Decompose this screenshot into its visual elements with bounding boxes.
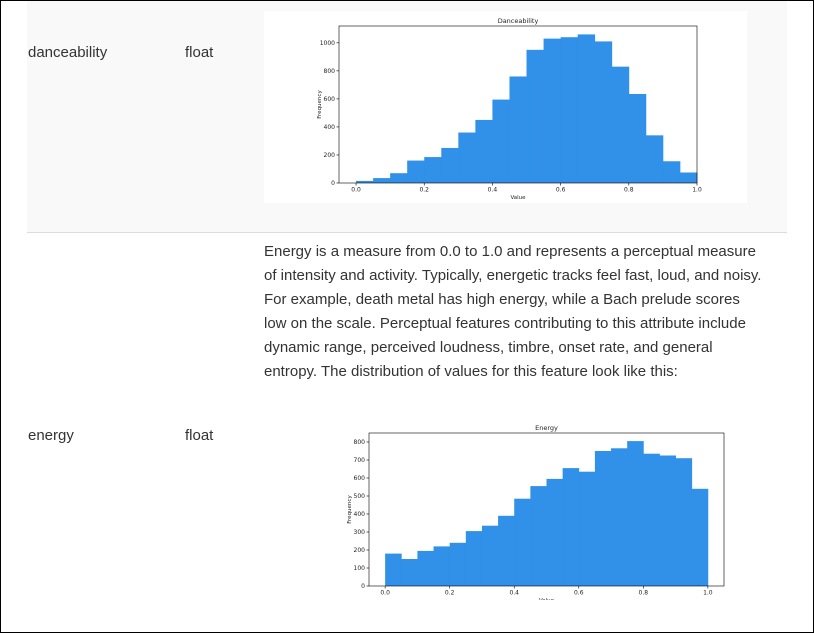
histogram-bar xyxy=(691,488,709,586)
histogram-bar xyxy=(627,441,644,586)
right-margin xyxy=(787,1,813,632)
danceability-histogram: 0.0 0.2 0.4 0.6 0.8 1.0 0 200 400 600 800 1000 Dance… xyxy=(264,11,747,203)
energy-chart-svg: 0.0 0.2 0.4 0.6 0.8 1.0 0 100 200 300 400 500 600 700… xyxy=(347,424,725,604)
left-margin xyxy=(1,1,27,632)
histogram-bar xyxy=(449,542,467,586)
y-tick-label: 800 xyxy=(324,68,336,75)
histogram-bar xyxy=(662,161,681,183)
x-tick-label: 0.0 xyxy=(351,187,361,194)
plot-frame xyxy=(368,432,725,587)
histogram-bar xyxy=(543,38,562,183)
y-axis-label: Frequency xyxy=(347,495,353,524)
histogram-bar xyxy=(611,66,630,183)
y-tick-label: 0 xyxy=(331,180,335,187)
x-tick-label: 0.8 xyxy=(624,187,634,194)
histogram-bar xyxy=(594,451,612,586)
y-axis-label: Frequency xyxy=(317,90,323,119)
histogram-bar xyxy=(578,471,596,586)
y-tick-label: 100 xyxy=(354,565,366,572)
histogram-bar xyxy=(675,458,693,586)
histogram-bar xyxy=(465,531,483,586)
histogram-bar xyxy=(481,525,499,586)
histogram-bar xyxy=(562,468,580,586)
histogram-bar xyxy=(628,93,647,183)
x-axis-label: Value xyxy=(510,195,526,201)
y-tick-label: 400 xyxy=(324,124,336,131)
histogram-bar xyxy=(611,448,628,586)
x-tick-label: 0.8 xyxy=(639,590,649,597)
histogram-bar xyxy=(659,455,676,586)
feature-name: danceability xyxy=(28,44,108,61)
histogram-bar xyxy=(594,41,613,183)
x-tick-label: 0.6 xyxy=(556,187,566,194)
histogram-bar xyxy=(560,37,579,183)
histogram-bar xyxy=(498,515,515,586)
chart-title: Energy xyxy=(535,424,558,432)
histogram-bar xyxy=(679,172,698,183)
feature-description: Energy is a measure from 0.0 to 1.0 and … xyxy=(264,243,762,380)
x-axis-label: Value xyxy=(539,598,555,600)
y-tick-label: 600 xyxy=(354,475,366,482)
feature-type: float xyxy=(185,427,214,444)
histogram-bar xyxy=(417,550,434,586)
y-tick-label: 500 xyxy=(354,493,366,500)
feature-name: energy xyxy=(28,427,74,444)
x-tick-label: 0.2 xyxy=(419,187,429,194)
histogram-bar xyxy=(424,157,442,183)
histogram-bar xyxy=(356,180,374,183)
histogram-bar xyxy=(645,135,664,183)
y-tick-label: 400 xyxy=(354,511,366,518)
chart-title: Danceability xyxy=(498,17,539,25)
x-tick-label: 1.0 xyxy=(692,187,702,194)
histogram-bar xyxy=(390,173,408,183)
x-tick-label: 0.4 xyxy=(509,590,519,597)
histogram-bar xyxy=(407,160,425,183)
y-tick-label: 0 xyxy=(361,583,365,590)
histogram-bar xyxy=(373,178,391,183)
danceability-chart-svg: 0.0 0.2 0.4 0.6 0.8 1.0 0 200 400 600 800 1000 Dance… xyxy=(317,17,702,201)
y-tick-label: 300 xyxy=(354,529,366,536)
histogram-bar xyxy=(643,453,660,586)
histogram-bar xyxy=(530,486,547,586)
plot-frame xyxy=(338,25,698,184)
histogram-bar xyxy=(577,34,596,184)
histogram-bar xyxy=(441,147,459,183)
y-tick-label: 800 xyxy=(354,439,366,446)
x-tick-label: 0.4 xyxy=(488,187,498,194)
histogram-bar xyxy=(526,49,544,184)
table-row: energy float Energy is a measure from 0.… xyxy=(27,234,787,632)
x-tick-label: 0.6 xyxy=(574,590,584,597)
histogram-bar xyxy=(401,559,418,586)
y-tick-label: 600 xyxy=(324,96,336,103)
feature-type: float xyxy=(185,44,214,61)
y-tick-label: 700 xyxy=(354,457,366,464)
y-tick-label: 200 xyxy=(324,152,336,159)
histogram-bar xyxy=(458,132,476,183)
energy-histogram: 0.0 0.2 0.4 0.6 0.8 1.0 0 100 200 300 400 500 600 700… xyxy=(319,422,737,604)
table-row: danceability float 0.0 0.2 0.4 0.6 0.8 1.0 0 20… xyxy=(27,1,787,233)
x-tick-label: 1.0 xyxy=(703,590,713,597)
histogram-bar xyxy=(492,99,510,183)
x-tick-label: 0.2 xyxy=(445,590,455,597)
x-tick-label: 0.0 xyxy=(380,590,390,597)
histogram-bar xyxy=(514,498,531,586)
histogram-bar xyxy=(509,76,527,183)
histogram-bar xyxy=(546,478,564,586)
histogram-bar xyxy=(433,546,451,586)
histogram-bar xyxy=(385,553,402,586)
y-tick-label: 200 xyxy=(354,547,366,554)
y-tick-label: 1000 xyxy=(320,40,335,47)
histogram-bar xyxy=(475,119,493,183)
